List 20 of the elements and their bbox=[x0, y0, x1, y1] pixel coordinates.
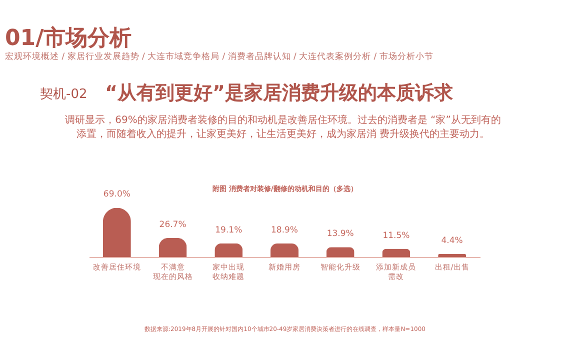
text: 01/市场分析 bbox=[5, 25, 132, 51]
bar bbox=[382, 248, 410, 257]
data-label: 69.0% bbox=[103, 190, 130, 200]
data-label: 4.4% bbox=[441, 236, 463, 246]
data-label: 26.7% bbox=[159, 220, 186, 230]
data-label: 11.5% bbox=[382, 230, 410, 241]
bar bbox=[214, 243, 243, 257]
bar bbox=[270, 244, 298, 257]
text: 宏观环境概述 / 家居行业发展趋势 / 大连市域竞争格局 / 消费者品牌认知 / 大连代表案例分析 / 市场分析小节 bbox=[5, 51, 434, 62]
bar bbox=[102, 208, 131, 257]
bar bbox=[326, 247, 354, 257]
text: 契机-02 bbox=[40, 87, 88, 102]
bar bbox=[158, 238, 187, 257]
data-label: 13.9% bbox=[326, 229, 354, 240]
data-label: 19.1% bbox=[215, 225, 242, 236]
text: “从有到更好”是家居消费升级的本质诉求 bbox=[105, 82, 454, 104]
text: 添置，而随着收入的提升，让家更美好，让生活更美好，成为家居消 费升级换代的主要动力。 bbox=[76, 128, 490, 140]
bar bbox=[438, 254, 466, 257]
text: 调研显示，69%的家居消费者装修的目的和动机是改善居住环境。过去的消费者是 “家”从无到有的 bbox=[65, 114, 501, 126]
data-label: 18.9% bbox=[270, 226, 298, 236]
